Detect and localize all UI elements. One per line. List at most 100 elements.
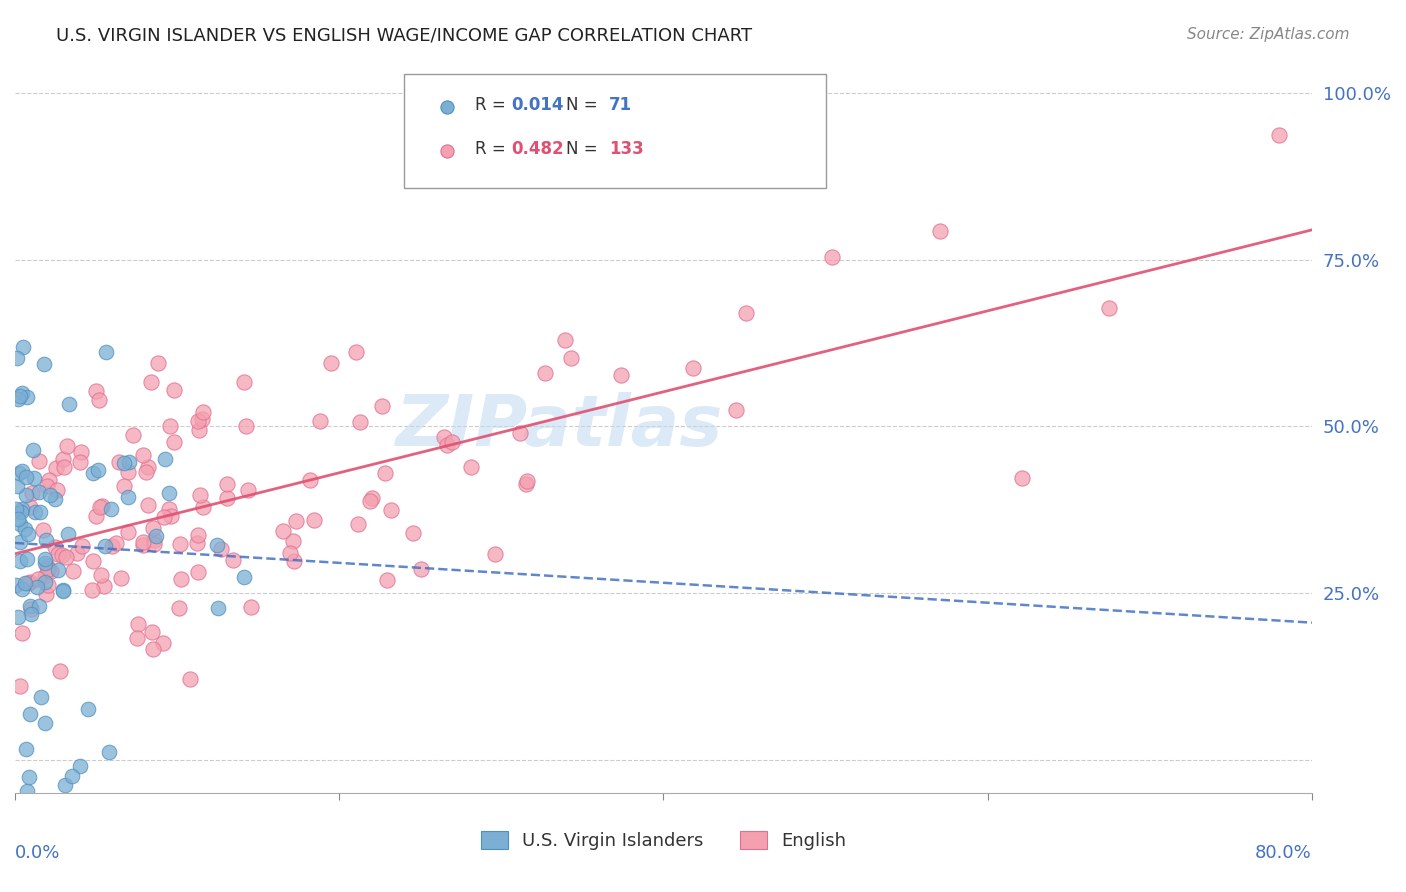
Point	[10, 464, 32, 478]
Text: ZIPatlas: ZIPatlas	[396, 392, 723, 461]
Point	[101, 539, 124, 553]
Point	[34, 552, 56, 566]
Point	[132, 534, 155, 549]
Point	[375, 573, 398, 587]
Point	[1098, 301, 1121, 315]
Point	[508, 426, 530, 441]
Point	[52, 583, 75, 598]
Point	[271, 524, 294, 538]
Point	[18, 706, 41, 721]
Point	[34, 568, 56, 582]
Text: Source: ZipAtlas.com: Source: ZipAtlas.com	[1187, 27, 1350, 42]
Point	[160, 509, 183, 524]
Point	[735, 306, 758, 320]
Point	[402, 526, 425, 541]
Point	[24, 505, 46, 519]
Point	[460, 459, 482, 474]
Point	[27, 573, 49, 587]
Point	[145, 529, 167, 543]
Point	[89, 500, 111, 514]
Point	[187, 527, 209, 541]
Text: 71: 71	[609, 96, 633, 114]
Point	[28, 484, 51, 499]
Point	[117, 455, 139, 469]
Point	[142, 520, 165, 534]
Point	[10, 505, 32, 519]
Point	[8, 389, 31, 403]
Point	[94, 539, 117, 553]
Point	[6, 351, 28, 365]
Point	[132, 448, 155, 462]
Point	[380, 503, 402, 517]
Point	[30, 505, 52, 519]
Point	[41, 564, 63, 578]
Text: N =: N =	[567, 96, 603, 114]
Point	[97, 745, 120, 759]
Point	[191, 500, 214, 515]
Point	[371, 399, 394, 413]
Text: R =: R =	[475, 140, 512, 158]
Point	[100, 501, 122, 516]
Point	[107, 455, 129, 469]
Point	[38, 473, 60, 487]
Point	[222, 552, 245, 566]
Point	[724, 403, 747, 417]
Point	[157, 501, 180, 516]
Point	[515, 477, 537, 491]
Point	[86, 384, 108, 398]
Point	[22, 470, 45, 484]
Point	[15, 551, 38, 566]
Point	[209, 542, 232, 557]
Point	[136, 459, 159, 474]
Point	[682, 360, 704, 375]
Point	[544, 169, 567, 184]
Point	[188, 423, 211, 437]
Point	[1011, 471, 1033, 485]
Point	[821, 250, 844, 264]
Text: R =: R =	[475, 96, 512, 114]
Point	[7, 512, 30, 526]
Point	[136, 498, 159, 512]
Point	[344, 345, 367, 359]
Legend: U.S. Virgin Islanders, English: U.S. Virgin Islanders, English	[474, 823, 853, 857]
Point	[215, 476, 238, 491]
Point	[94, 344, 117, 359]
Point	[191, 412, 214, 426]
Point	[56, 527, 79, 541]
Point	[28, 454, 51, 468]
Point	[14, 523, 37, 537]
Point	[82, 466, 104, 480]
Point	[11, 340, 34, 354]
Point	[233, 376, 256, 390]
Point	[1268, 128, 1291, 142]
Point	[70, 445, 93, 459]
Point	[411, 561, 433, 575]
Point	[146, 356, 169, 370]
Point	[191, 405, 214, 419]
Point	[60, 769, 83, 783]
Point	[163, 435, 186, 450]
Point	[15, 783, 38, 797]
Point	[278, 546, 301, 560]
Point	[25, 580, 48, 594]
Point	[35, 587, 58, 601]
Point	[87, 392, 110, 407]
Point	[139, 376, 162, 390]
Point	[32, 357, 55, 371]
Point	[15, 742, 38, 756]
Point	[93, 579, 115, 593]
Point	[52, 452, 75, 467]
Point	[28, 599, 51, 613]
Point	[8, 679, 31, 693]
Point	[90, 568, 112, 582]
Point	[52, 583, 75, 598]
Point	[58, 397, 80, 411]
Point	[152, 636, 174, 650]
Point	[433, 430, 456, 444]
Point	[207, 601, 229, 615]
Point	[17, 576, 39, 591]
Text: 0.014: 0.014	[512, 96, 564, 114]
Point	[186, 535, 208, 549]
Point	[283, 554, 305, 568]
Point	[179, 673, 201, 687]
